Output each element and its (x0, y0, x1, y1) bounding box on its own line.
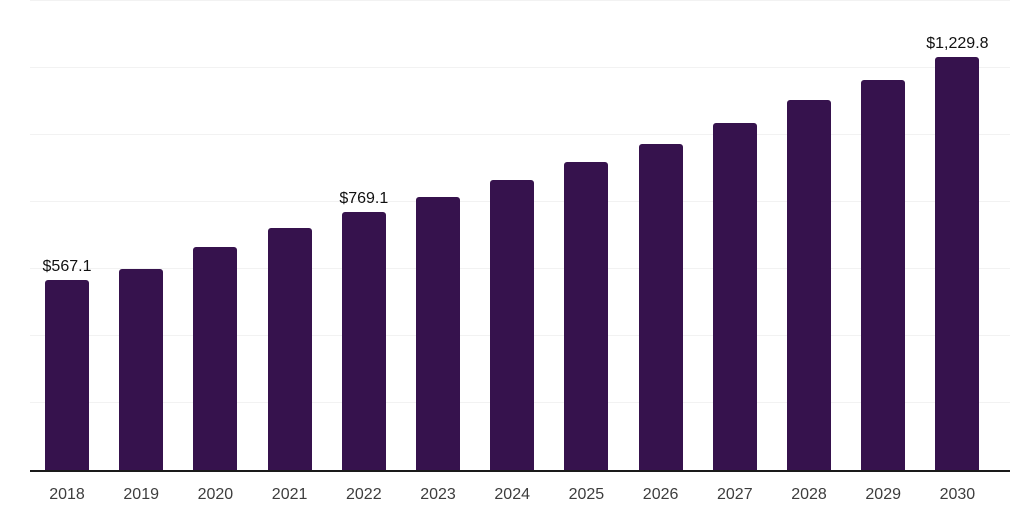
bar-2018 (45, 279, 89, 470)
x-tick-label-2020: 2020 (197, 486, 234, 503)
bar-2019 (119, 269, 164, 470)
bar-2027 (712, 123, 757, 470)
x-tick-label-2030: 2030 (939, 486, 976, 503)
bar-2026 (638, 144, 683, 470)
gridline (30, 0, 1010, 1)
plot-area: $567.1 $769.1 $1,229.8 (30, 0, 1010, 470)
x-tick-label-2021: 2021 (271, 486, 308, 503)
x-axis-line (30, 470, 1010, 472)
x-tick-label-2018: 2018 (49, 486, 85, 503)
bar-value-label: $1,229.8 (926, 35, 989, 53)
bar-2023 (416, 196, 460, 470)
x-tick-label-2023: 2023 (420, 486, 456, 503)
x-tick-label-2027: 2027 (717, 486, 753, 503)
bar-2030 (935, 57, 980, 470)
x-tick-label-2026: 2026 (642, 486, 679, 503)
x-tick-label-2025: 2025 (568, 486, 605, 503)
bar-2022 (341, 211, 386, 470)
bar-2029 (861, 79, 906, 470)
bar-value-label: $769.1 (339, 189, 389, 207)
x-tick-label-2022: 2022 (346, 486, 382, 503)
bar-2021 (267, 227, 312, 470)
bar-2028 (787, 99, 831, 470)
bar-2025 (564, 162, 609, 470)
gridline (30, 133, 1010, 135)
x-tick-label-2029: 2029 (865, 486, 901, 503)
x-tick-label-2028: 2028 (791, 486, 827, 503)
gridline (30, 66, 1010, 68)
x-tick-label-2024: 2024 (494, 486, 530, 503)
x-tick-label-2019: 2019 (123, 486, 159, 503)
bar-value-label: $567.1 (42, 257, 92, 275)
bar-2024 (490, 180, 535, 470)
bar-2020 (193, 246, 238, 470)
